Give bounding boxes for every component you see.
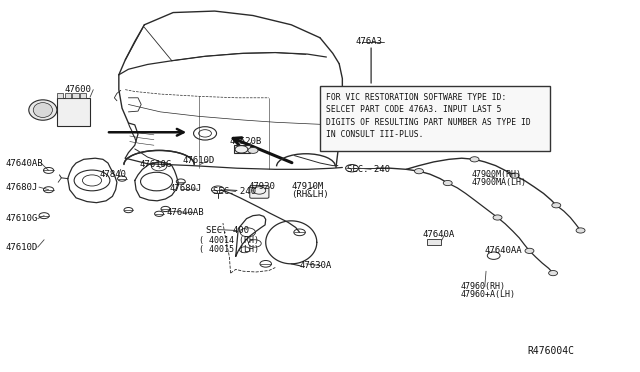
Circle shape: [576, 228, 585, 233]
Circle shape: [415, 169, 424, 174]
Text: 47840: 47840: [100, 170, 127, 179]
Circle shape: [493, 215, 502, 220]
Text: 47640A: 47640A: [422, 230, 454, 240]
Text: SEC. 400: SEC. 400: [206, 226, 250, 235]
Bar: [72, 93, 79, 98]
Text: 47610D: 47610D: [6, 243, 38, 251]
Text: 47610D: 47610D: [182, 156, 215, 165]
Text: SEC. 240: SEC. 240: [347, 165, 390, 174]
Text: SEC. 240: SEC. 240: [212, 187, 256, 196]
Ellipse shape: [33, 103, 52, 118]
Bar: [320, 86, 550, 151]
Text: 47610G: 47610G: [140, 160, 172, 169]
Circle shape: [444, 180, 452, 186]
Circle shape: [470, 157, 479, 162]
Text: 47600: 47600: [65, 85, 92, 94]
Circle shape: [248, 147, 258, 153]
Bar: [65, 93, 71, 98]
Text: 47520B: 47520B: [229, 137, 262, 146]
Circle shape: [552, 203, 561, 208]
Bar: [428, 238, 442, 244]
Text: 47640AB: 47640AB: [6, 158, 44, 167]
Ellipse shape: [29, 100, 57, 120]
Text: 47910M: 47910M: [291, 182, 323, 190]
Circle shape: [510, 173, 519, 178]
Text: 47960(RH): 47960(RH): [461, 282, 506, 291]
Text: 476A3: 476A3: [355, 37, 382, 46]
FancyBboxPatch shape: [57, 98, 90, 126]
Bar: [80, 93, 86, 98]
Text: 47680J: 47680J: [170, 185, 202, 193]
Text: R476004C: R476004C: [527, 346, 575, 356]
Text: ( 40014 (RH): ( 40014 (RH): [198, 236, 259, 246]
Text: 47640AA: 47640AA: [484, 246, 522, 255]
Text: 47610G: 47610G: [6, 214, 38, 223]
Text: 47920: 47920: [248, 182, 275, 191]
Text: 47900M(RH): 47900M(RH): [472, 170, 522, 179]
FancyBboxPatch shape: [250, 186, 269, 198]
Text: (RH&LH): (RH&LH): [291, 190, 329, 199]
Text: 47960+A(LH): 47960+A(LH): [461, 290, 515, 299]
Text: 47630A: 47630A: [300, 261, 332, 270]
Circle shape: [525, 248, 534, 253]
Circle shape: [548, 270, 557, 276]
Text: ( 40015 (LH): ( 40015 (LH): [198, 244, 259, 253]
Text: FOR VIC RESTORATION SOFTWARE TYPE ID:
SELCET PART CODE 476A3. INPUT LAST 5
DIGIT: FOR VIC RESTORATION SOFTWARE TYPE ID: SE…: [326, 93, 531, 139]
Bar: [57, 93, 63, 98]
FancyBboxPatch shape: [234, 145, 250, 153]
Text: 47680J: 47680J: [6, 183, 38, 192]
Text: 47900MA(LH): 47900MA(LH): [472, 178, 527, 187]
Text: 47640AB: 47640AB: [167, 208, 204, 217]
